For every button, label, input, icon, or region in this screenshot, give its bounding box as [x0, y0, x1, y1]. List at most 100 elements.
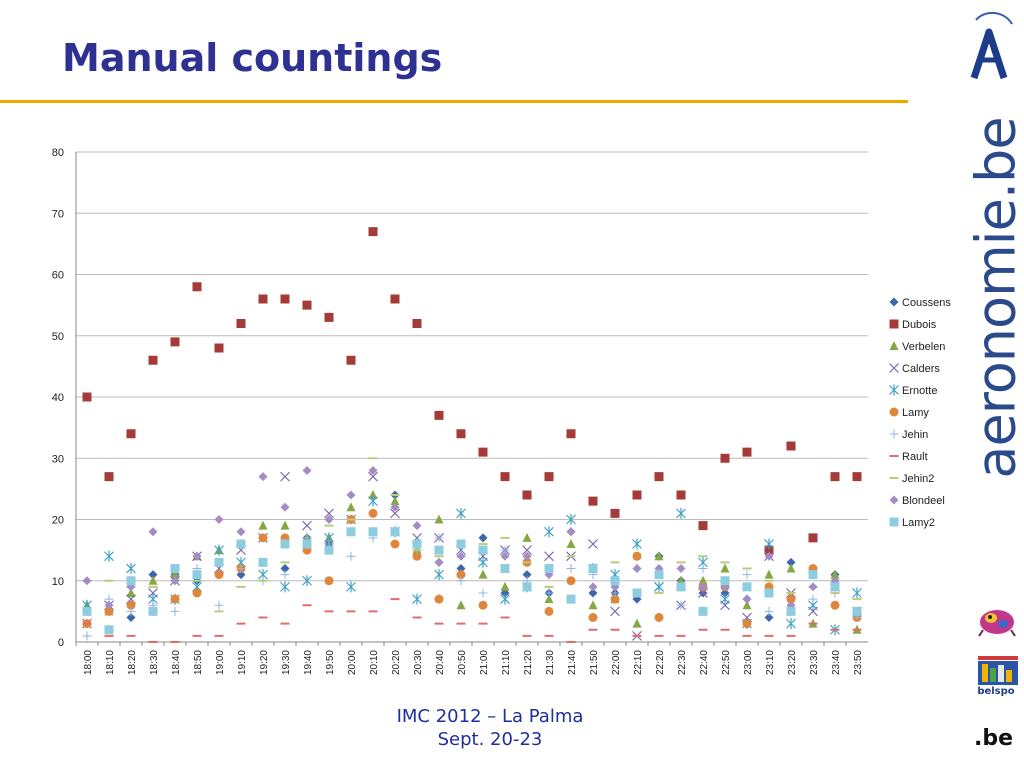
- data-point-lamy: [544, 606, 554, 616]
- title-underline: [0, 100, 908, 103]
- data-point-ernotte: [566, 514, 576, 525]
- data-point-lamy: [566, 576, 576, 586]
- data-point-dubois: [698, 521, 708, 531]
- data-point-ernotte: [214, 544, 224, 556]
- data-point-jehin: [434, 533, 444, 543]
- data-point-verbelen: [720, 563, 730, 573]
- x-tick-label: 18:10: [105, 650, 116, 675]
- data-point-lamy2: [742, 582, 752, 592]
- data-point-verbelen: [764, 569, 774, 579]
- data-point-ernotte: [104, 550, 114, 562]
- data-point-lamy: [192, 588, 202, 598]
- data-point-blondeel: [324, 515, 334, 524]
- x-tick-label: 20:00: [347, 650, 358, 675]
- x-tick-label: 23:20: [787, 650, 798, 675]
- x-tick-label: 22:50: [721, 650, 732, 675]
- x-tick-label: 22:10: [633, 650, 644, 675]
- y-tick-label: 80: [52, 147, 64, 159]
- data-point-ernotte: [500, 593, 510, 605]
- data-point-dubois: [324, 312, 334, 322]
- data-point-dubois: [610, 508, 620, 518]
- x-tick-label: 21:20: [523, 650, 534, 675]
- data-point-dubois: [126, 429, 136, 439]
- legend-marker-calders: [889, 363, 899, 373]
- data-point-verbelen: [456, 600, 466, 610]
- slide-title: Manual countings: [62, 36, 443, 80]
- data-point-dubois: [302, 300, 312, 310]
- x-tick-label: 21:00: [479, 650, 490, 675]
- aeronomie-logo-icon: [970, 12, 1013, 80]
- data-point-lamy2: [412, 539, 422, 549]
- data-point-ernotte: [412, 593, 422, 605]
- data-point-verbelen: [786, 563, 796, 573]
- data-point-dubois: [786, 441, 796, 451]
- data-point-verbelen: [280, 520, 290, 530]
- data-point-dubois: [368, 227, 378, 237]
- x-tick-label: 22:30: [677, 650, 688, 675]
- x-tick-label: 19:50: [325, 650, 336, 675]
- data-point-lamy2: [764, 588, 774, 598]
- data-point-dubois: [346, 355, 356, 365]
- legend-label-rault: Rault: [902, 451, 928, 463]
- data-point-verbelen: [126, 588, 136, 597]
- data-point-verbelen: [478, 569, 488, 579]
- data-point-lamy: [478, 600, 488, 610]
- data-point-blondeel: [82, 576, 92, 586]
- data-point-blondeel: [346, 490, 356, 500]
- data-point-verbelen: [588, 600, 598, 610]
- data-point-blondeel: [456, 551, 466, 561]
- be-logo: .be: [974, 726, 1014, 751]
- data-point-blondeel: [522, 551, 532, 561]
- legend-marker-lamy2: [889, 517, 899, 527]
- y-tick-label: 50: [52, 331, 64, 343]
- data-point-calders: [390, 508, 400, 519]
- data-point-dubois: [192, 282, 202, 292]
- x-tick-label: 22:40: [699, 650, 710, 675]
- y-tick-label: 70: [52, 208, 64, 220]
- data-point-lamy2: [830, 582, 840, 592]
- data-point-verbelen: [566, 539, 576, 548]
- data-point-lamy2: [434, 545, 444, 555]
- x-tick-label: 22:20: [655, 650, 666, 675]
- data-point-dubois: [544, 472, 554, 482]
- data-point-jehin: [456, 576, 466, 586]
- data-point-dubois: [808, 533, 818, 543]
- data-point-blondeel: [302, 466, 312, 475]
- data-point-dubois: [720, 453, 730, 463]
- data-point-jehin: [676, 600, 686, 610]
- data-point-lamy2: [676, 582, 686, 592]
- data-point-lamy2: [610, 576, 620, 586]
- x-tick-label: 18:50: [193, 650, 204, 675]
- data-point-lamy2: [302, 539, 312, 549]
- legend-marker-dubois: [889, 319, 899, 329]
- data-point-lamy: [258, 533, 268, 543]
- data-point-ernotte: [654, 581, 664, 593]
- data-point-blondeel: [588, 582, 598, 592]
- data-point-blondeel: [808, 582, 818, 592]
- data-point-blondeel: [676, 564, 686, 573]
- data-point-coussens: [786, 557, 796, 567]
- data-point-ernotte: [632, 538, 642, 550]
- data-point-verbelen: [368, 490, 378, 499]
- data-point-calders: [280, 471, 290, 482]
- data-point-dubois: [170, 337, 180, 347]
- data-point-lamy: [126, 600, 136, 610]
- legend-marker-verbelen: [889, 341, 899, 350]
- data-point-dubois: [566, 429, 576, 439]
- data-point-coussens: [588, 588, 598, 598]
- legend-label-jehin2: Jehin2: [902, 473, 934, 485]
- data-point-jehin: [214, 600, 224, 610]
- data-point-lamy2: [82, 606, 92, 616]
- data-point-ernotte: [434, 569, 444, 581]
- data-point-lamy2: [588, 564, 598, 573]
- data-point-calders: [324, 508, 334, 519]
- data-point-blondeel: [566, 527, 576, 537]
- data-point-verbelen: [170, 569, 180, 579]
- data-point-dubois: [654, 472, 664, 482]
- data-point-lamy: [324, 576, 334, 586]
- data-point-dubois: [588, 496, 598, 506]
- data-point-ernotte: [346, 581, 356, 593]
- data-point-coussens: [280, 564, 290, 573]
- data-point-blondeel: [236, 527, 246, 537]
- data-point-lamy: [588, 613, 598, 622]
